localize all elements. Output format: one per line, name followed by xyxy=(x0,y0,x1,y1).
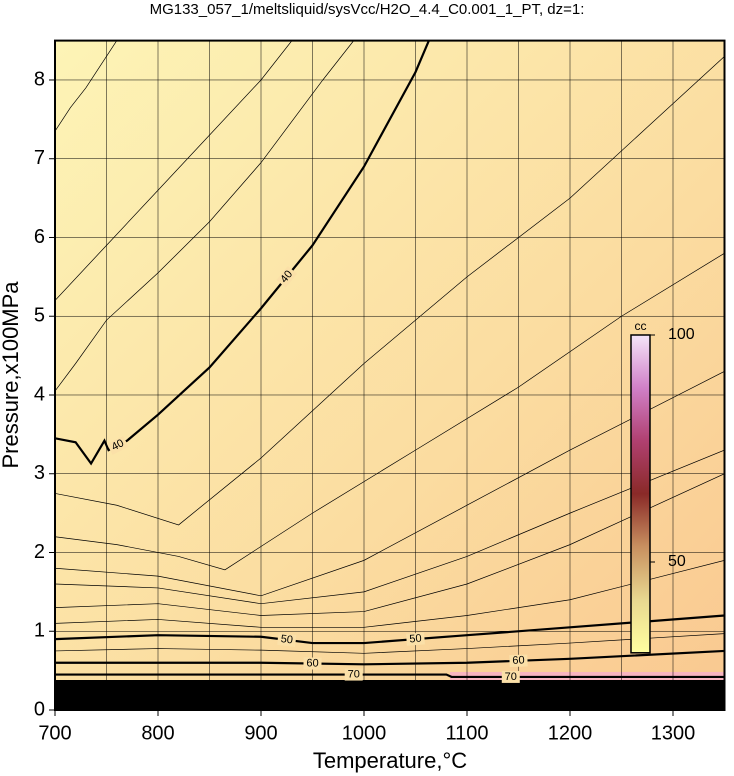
contour-line xyxy=(55,560,725,628)
contour-label: 70 xyxy=(348,668,360,680)
contour-label: 70 xyxy=(505,671,517,683)
contour-label-group: 50 xyxy=(277,632,297,647)
x-tick-label: 1000 xyxy=(342,722,387,744)
contour-line xyxy=(55,56,725,526)
contour-label-group: 70 xyxy=(344,668,363,681)
contour-line xyxy=(55,40,293,301)
dense-contours xyxy=(55,680,725,710)
y-tick-label: 0 xyxy=(34,698,45,720)
contour-label-bg xyxy=(107,435,129,455)
contour-line xyxy=(55,449,725,605)
contour-label: 50 xyxy=(280,633,294,646)
contour-label-bg xyxy=(303,657,322,670)
colorbar-tick-label: 50 xyxy=(668,553,686,570)
contour-label: 50 xyxy=(409,633,422,646)
contour-line xyxy=(55,252,725,571)
contour-label-group: 70 xyxy=(501,670,520,683)
contour-line xyxy=(55,40,354,392)
y-tick-label: 6 xyxy=(34,226,45,248)
contour-line xyxy=(55,473,725,616)
x-axis-label: Temperature,°C xyxy=(313,748,467,773)
contour-label: 40 xyxy=(110,437,126,453)
frame xyxy=(54,39,726,712)
contour-label-bg xyxy=(277,632,297,647)
contour-line xyxy=(55,614,725,645)
x-tick-label: 1100 xyxy=(445,722,488,744)
y-tick-label: 5 xyxy=(34,305,45,327)
contour-line xyxy=(55,633,725,654)
contour-line xyxy=(55,371,725,597)
colorbar-label: cc xyxy=(635,319,647,333)
contour-label-group: 60 xyxy=(303,657,322,670)
y-tick-label: 3 xyxy=(34,462,45,484)
chart-title: MG133_057_1/meltsliquid/sysVcc/H2O_4.4_C… xyxy=(150,1,585,18)
x-tick-label: 1200 xyxy=(548,722,593,744)
colorbar xyxy=(630,334,651,654)
contour-label: 60 xyxy=(306,657,318,669)
x-tick-label: 800 xyxy=(141,722,174,744)
contour-label-bg xyxy=(509,654,528,668)
contour-line xyxy=(55,673,725,679)
y-tick-label: 2 xyxy=(34,541,45,563)
contour-label-group: 40 xyxy=(107,435,129,455)
y-tick-label: 1 xyxy=(34,620,45,642)
contour-label-group: 60 xyxy=(509,654,528,668)
y-tick-label: 4 xyxy=(34,383,45,405)
contour-line xyxy=(55,40,118,132)
x-tick-label: 900 xyxy=(244,722,277,744)
contour-label-group: 50 xyxy=(406,632,425,646)
contour-label-bg xyxy=(344,668,363,681)
colorbar-tick-label: 100 xyxy=(668,326,695,343)
contour-label-group: 40 xyxy=(276,266,298,288)
plot-background xyxy=(55,40,725,711)
contour-line xyxy=(55,40,430,466)
x-tick-label: 1300 xyxy=(651,722,696,744)
x-tick-label: 700 xyxy=(38,722,71,744)
y-tick-label: 8 xyxy=(34,68,45,90)
contour-line xyxy=(55,649,725,666)
contour-label: 60 xyxy=(512,654,525,666)
contour-label-bg xyxy=(276,266,298,288)
y-axis-label: Pressure,x100MPa xyxy=(0,281,23,469)
y-tick-label: 7 xyxy=(34,147,45,169)
contour-label-bg xyxy=(501,670,520,683)
contour-label-bg xyxy=(406,632,425,646)
